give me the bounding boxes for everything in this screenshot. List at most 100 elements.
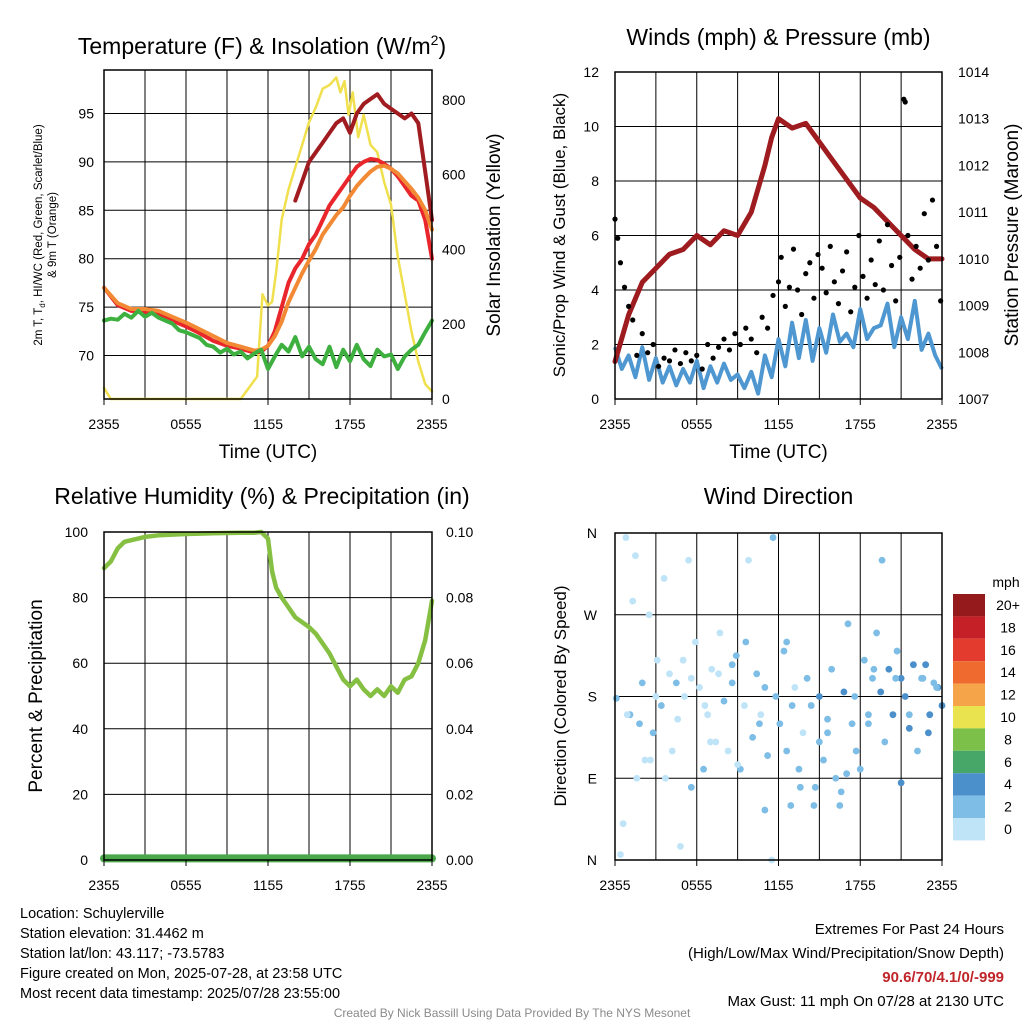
gust-point [710, 355, 716, 361]
direction-point [865, 711, 872, 719]
x-tick-label: 1755 [845, 877, 876, 893]
direction-point [704, 711, 712, 719]
direction-point [776, 720, 784, 728]
chart-title: Temperature (F) & Insolation (W/m2) [78, 32, 446, 59]
y2-tick-label: 600 [442, 167, 466, 183]
gust-point [743, 325, 749, 331]
direction-point [892, 674, 900, 682]
y-tick-label: 70 [78, 347, 94, 363]
direction-point [666, 670, 673, 678]
direction-point [761, 684, 769, 691]
y2-tick-label: 0.10 [446, 524, 473, 540]
legend-swatch [953, 638, 985, 662]
legend-label: 6 [1004, 754, 1012, 770]
direction-point [700, 765, 707, 773]
direction-point [712, 738, 720, 746]
direction-point [652, 693, 660, 700]
gust-point [639, 331, 645, 337]
direction-point [674, 715, 682, 723]
gust-point [893, 298, 899, 304]
x-tick-label: 2355 [599, 416, 630, 432]
direction-point [922, 661, 930, 669]
title-superscript: 2 [431, 32, 439, 48]
gust-point [656, 363, 662, 369]
y2-axis-label: Solar Insolation (Yellow) [484, 133, 505, 336]
legend-label: 10 [1000, 709, 1016, 725]
extremes-subtitle: (High/Low/Max Wind/Precipitation/Snow De… [688, 945, 1004, 962]
gust-point [754, 350, 760, 356]
x-tick-label: 1755 [334, 416, 365, 432]
y-tick-label: 95 [78, 106, 94, 122]
pressure-line [612, 116, 945, 365]
gust-point [803, 271, 809, 277]
y-tick-label: 0 [591, 391, 599, 407]
y-tick-label: 0 [80, 852, 88, 868]
gust-point [786, 284, 793, 290]
chart-title: Relative Humidity (%) & Precipitation (i… [54, 483, 469, 509]
y-tick-label: 8 [591, 173, 599, 189]
x-tick-label: 1155 [763, 416, 793, 432]
extremes-box: Extremes For Past 24 Hours (High/Low/Max… [688, 918, 1004, 1014]
y-axis-label-line2: & 9m T (Orange) [47, 192, 59, 278]
gust-point [856, 232, 862, 239]
gust-point [913, 243, 919, 249]
series-line-4 [293, 92, 434, 222]
direction-point [715, 670, 722, 678]
direction-point [840, 688, 848, 696]
direction-point [836, 802, 844, 809]
direction-point [924, 729, 932, 737]
direction-point [933, 684, 940, 691]
station-info: Location: Schuylerville Station elevatio… [20, 904, 342, 1004]
x-tick-label: 1755 [845, 416, 876, 432]
direction-point [636, 720, 643, 728]
direction-point [780, 647, 788, 655]
y2-tick-label: 1010 [958, 251, 989, 267]
direction-point [909, 661, 917, 669]
direction-point [728, 679, 736, 687]
extremes-values: 90.6/70/4.1/0/-999 [882, 969, 1004, 986]
direction-point [660, 575, 668, 582]
x-tick-label: 0555 [681, 877, 712, 893]
direction-point [914, 747, 921, 755]
y2-tick-label: 0.00 [446, 852, 473, 868]
direction-point [645, 611, 653, 619]
y-axis-label: Direction (Colored By Speed) [551, 585, 570, 806]
y-label-subscript: d [38, 303, 47, 307]
direction-point [741, 702, 748, 709]
x-tick-label: 1155 [253, 877, 283, 893]
y-tick-label: 100 [65, 524, 89, 540]
gust-point [677, 360, 684, 367]
direction-point [706, 738, 714, 746]
legend-swatch [953, 728, 985, 751]
y-tick-label: 85 [78, 202, 94, 218]
x-tick-label: 2355 [599, 877, 630, 893]
direction-point [843, 770, 851, 778]
legend-label: 16 [1000, 642, 1016, 658]
gust-point [897, 254, 903, 260]
legend-swatch [953, 773, 985, 796]
gust-point [626, 303, 632, 309]
direction-point [668, 747, 676, 755]
direction-point [848, 720, 856, 728]
direction-point [889, 711, 897, 719]
direction-point [772, 693, 780, 700]
legend-swatch [953, 795, 985, 818]
direction-point [742, 638, 750, 646]
y2-tick-label: 1008 [958, 344, 989, 360]
direction-point [788, 702, 796, 709]
gust-point [732, 331, 738, 337]
gust-point [666, 358, 673, 364]
gust-point [645, 350, 651, 356]
x-tick-label: 2355 [926, 877, 957, 893]
x-tick-label: 2355 [88, 877, 119, 893]
direction-point [687, 783, 695, 791]
latest-timestamp: Most recent data timestamp: 2025/07/28 2… [20, 986, 341, 1002]
direction-point [824, 729, 831, 737]
gust-point [672, 347, 678, 353]
gust-point [794, 287, 801, 293]
x-tick-label: 2355 [88, 416, 119, 432]
gust-point [831, 279, 837, 285]
gust-point [688, 358, 694, 364]
y2-tick-label: 1014 [958, 64, 989, 80]
